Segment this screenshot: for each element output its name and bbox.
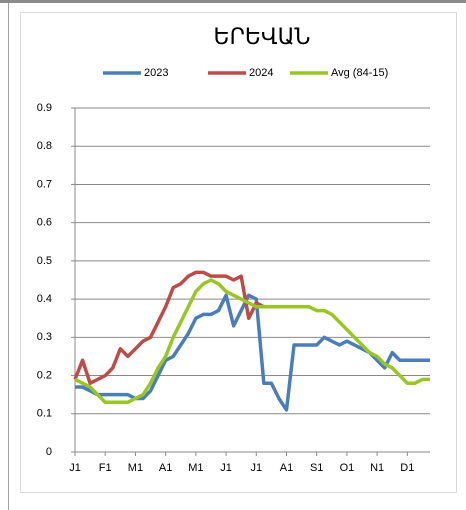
chart-title: ԵՐԵՎԱՆ: [214, 24, 311, 49]
x-tick-label: M1: [188, 462, 203, 474]
x-tick-label: M1: [128, 462, 143, 474]
y-tick-label: 0.9: [37, 102, 52, 114]
y-tick-label: 0.5: [37, 255, 52, 267]
x-tick-label: A1: [159, 462, 172, 474]
y-tick-label: 0.8: [37, 140, 52, 152]
series-line: [74, 278, 430, 405]
x-tick-label: J1: [220, 462, 232, 474]
x-tick-label: J1: [69, 462, 81, 474]
series-line: [73, 270, 265, 385]
legend-label: 2023: [144, 67, 168, 79]
legend-label: Avg (84-15): [331, 67, 388, 79]
x-tick-label: A1: [280, 462, 293, 474]
chart-frame: [20, 12, 457, 493]
y-tick-label: 0.3: [37, 331, 52, 343]
x-tick-label: N1: [370, 462, 384, 474]
x-tick-label: F1: [99, 462, 112, 474]
legend-label: 2024: [249, 67, 273, 79]
y-tick-label: 0.4: [37, 293, 52, 305]
y-tick-label: 0.7: [37, 178, 52, 190]
x-tick-label: O1: [340, 462, 355, 474]
x-tick-label: S1: [310, 462, 323, 474]
y-tick-label: 0.1: [37, 408, 52, 420]
y-tick-label: 0.2: [37, 369, 52, 381]
x-tick-label: D1: [400, 462, 414, 474]
x-tick-label: J1: [250, 462, 262, 474]
y-tick-label: 0: [46, 446, 52, 458]
top-border: [0, 0, 466, 3]
y-tick-label: 0.6: [37, 217, 52, 229]
